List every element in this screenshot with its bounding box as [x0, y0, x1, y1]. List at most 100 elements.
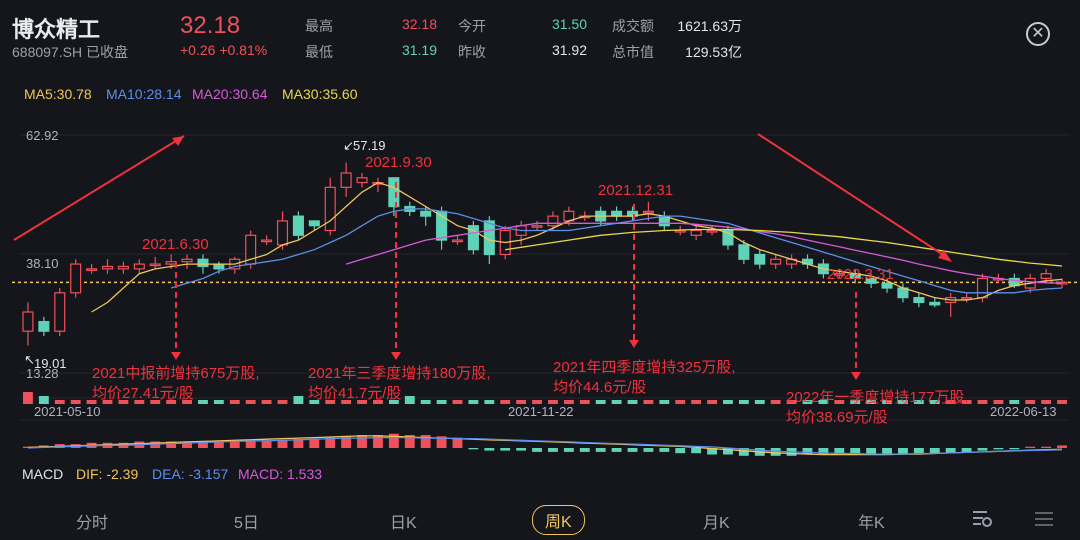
- x-label-mid: 2021-11-22: [508, 404, 574, 419]
- volume-bar: [150, 400, 161, 404]
- volume-bar: [213, 400, 224, 404]
- tab-weekly[interactable]: 周K: [532, 505, 585, 535]
- macd-histogram-bar: [818, 448, 829, 455]
- tab-minute[interactable]: 分时: [76, 515, 109, 532]
- candle-body: [324, 186, 336, 232]
- ma5-line: [91, 181, 1063, 313]
- candle-body: [213, 263, 225, 270]
- candle-body: [292, 215, 304, 236]
- volume-bar: [770, 400, 781, 404]
- volume-bar: [452, 400, 463, 404]
- volume-bar: [834, 400, 845, 404]
- macd-histogram-bar: [150, 441, 161, 448]
- macd-histogram-bar: [1057, 445, 1067, 448]
- macd-histogram-bar: [563, 448, 574, 452]
- high-value: 32.18: [401, 16, 437, 32]
- marked-low-label: 19.01: [34, 356, 67, 371]
- volume-bar: [691, 400, 702, 404]
- candle-body: [611, 210, 623, 217]
- annotation-text-4a: 2022年一季度增持177万股,: [786, 389, 969, 406]
- candle-body: [86, 268, 98, 271]
- volume-bar: [866, 400, 877, 404]
- macd-histogram-bar: [898, 448, 908, 455]
- volume-bar: [595, 400, 606, 404]
- candle-body: [420, 210, 432, 217]
- settings-icon[interactable]: [972, 509, 994, 534]
- macd-histogram-bar: [166, 441, 177, 448]
- kline-chart[interactable]: [0, 0, 1080, 500]
- macd-histogram-bar: [945, 448, 956, 454]
- volume-bar: [293, 396, 304, 404]
- candle-body: [770, 258, 782, 265]
- annotation-text-3a: 2021年四季度增持325万股,: [553, 359, 736, 376]
- volume-bar: [484, 400, 495, 404]
- prev-close-value: 31.92: [551, 42, 587, 58]
- macd-histogram-bar: [23, 446, 33, 448]
- macd-histogram-bar: [723, 448, 733, 455]
- candle-body: [961, 297, 973, 300]
- menu-icon[interactable]: [1034, 509, 1054, 534]
- candle-body: [356, 177, 368, 184]
- price-change: +0.26 +0.81%: [180, 42, 268, 58]
- candle-body: [865, 277, 877, 284]
- tab-5day[interactable]: 5日: [234, 515, 259, 532]
- annotation-text-4b: 均价38.69元/股: [786, 409, 888, 426]
- x-label-end: 2022-06-13: [990, 404, 1057, 419]
- candle-body: [706, 229, 718, 233]
- volume-bar: [38, 396, 49, 404]
- turnover-value: 1621.63万: [677, 18, 742, 34]
- ma10-legend: MA10:28.14: [106, 86, 182, 102]
- volume-bar: [563, 400, 574, 404]
- volume-bar: [738, 400, 749, 404]
- macd-histogram-bar: [500, 448, 511, 451]
- volume-bar: [309, 400, 320, 404]
- volume-bar: [802, 400, 813, 404]
- candle-body: [1040, 273, 1052, 280]
- marked-high-label: 57.19: [353, 138, 386, 153]
- macd-histogram-bar: [373, 435, 383, 448]
- volume-bar: [659, 400, 670, 404]
- macd-histogram-bar: [452, 437, 463, 448]
- low-value: 31.19: [401, 42, 437, 58]
- volume-bar: [341, 400, 352, 404]
- macd-histogram-bar: [182, 441, 192, 448]
- tab-monthly[interactable]: 月K: [703, 515, 730, 532]
- candle-body: [722, 229, 734, 246]
- volume-bar: [579, 400, 590, 404]
- close-icon[interactable]: ✕: [1026, 22, 1050, 46]
- volume-bar: [627, 400, 638, 404]
- annotation-arrow-head: [629, 340, 639, 348]
- macd-histogram-bar: [675, 448, 686, 454]
- volume-bar: [166, 400, 177, 404]
- candle-body: [70, 263, 82, 294]
- macd-histogram-bar: [245, 440, 256, 448]
- volume-bar: [261, 400, 272, 404]
- volume-bar: [993, 400, 1004, 404]
- candle-body: [133, 263, 145, 270]
- volume-bar: [611, 400, 622, 404]
- candle-body: [881, 282, 893, 289]
- high-label: 最高: [305, 18, 333, 34]
- volume-bar: [118, 400, 129, 404]
- annotation-text-1a: 2021中报前增持675万股,: [92, 365, 260, 382]
- candle-body: [754, 253, 766, 265]
- ma30-legend: MA30:35.60: [282, 86, 358, 102]
- macd-histogram-bar: [516, 448, 527, 451]
- candle-body: [833, 273, 845, 276]
- volume-bar: [1057, 400, 1067, 404]
- volume-bar: [500, 400, 511, 404]
- macd-histogram-bar: [866, 448, 877, 455]
- macd-histogram-bar: [659, 448, 670, 452]
- volume-bar: [373, 400, 383, 404]
- macd-histogram-bar: [913, 448, 924, 455]
- candle-body: [642, 210, 654, 214]
- volume-bar: [420, 400, 431, 404]
- tab-daily[interactable]: 日K: [390, 515, 417, 532]
- macd-histogram-bar: [707, 448, 717, 455]
- tab-yearly[interactable]: 年K: [858, 515, 885, 532]
- macd-histogram-bar: [388, 433, 399, 448]
- macd-histogram-bar: [404, 435, 415, 448]
- volume-bar: [54, 400, 65, 404]
- candle-body: [308, 220, 320, 227]
- low-label: 最低: [305, 44, 333, 60]
